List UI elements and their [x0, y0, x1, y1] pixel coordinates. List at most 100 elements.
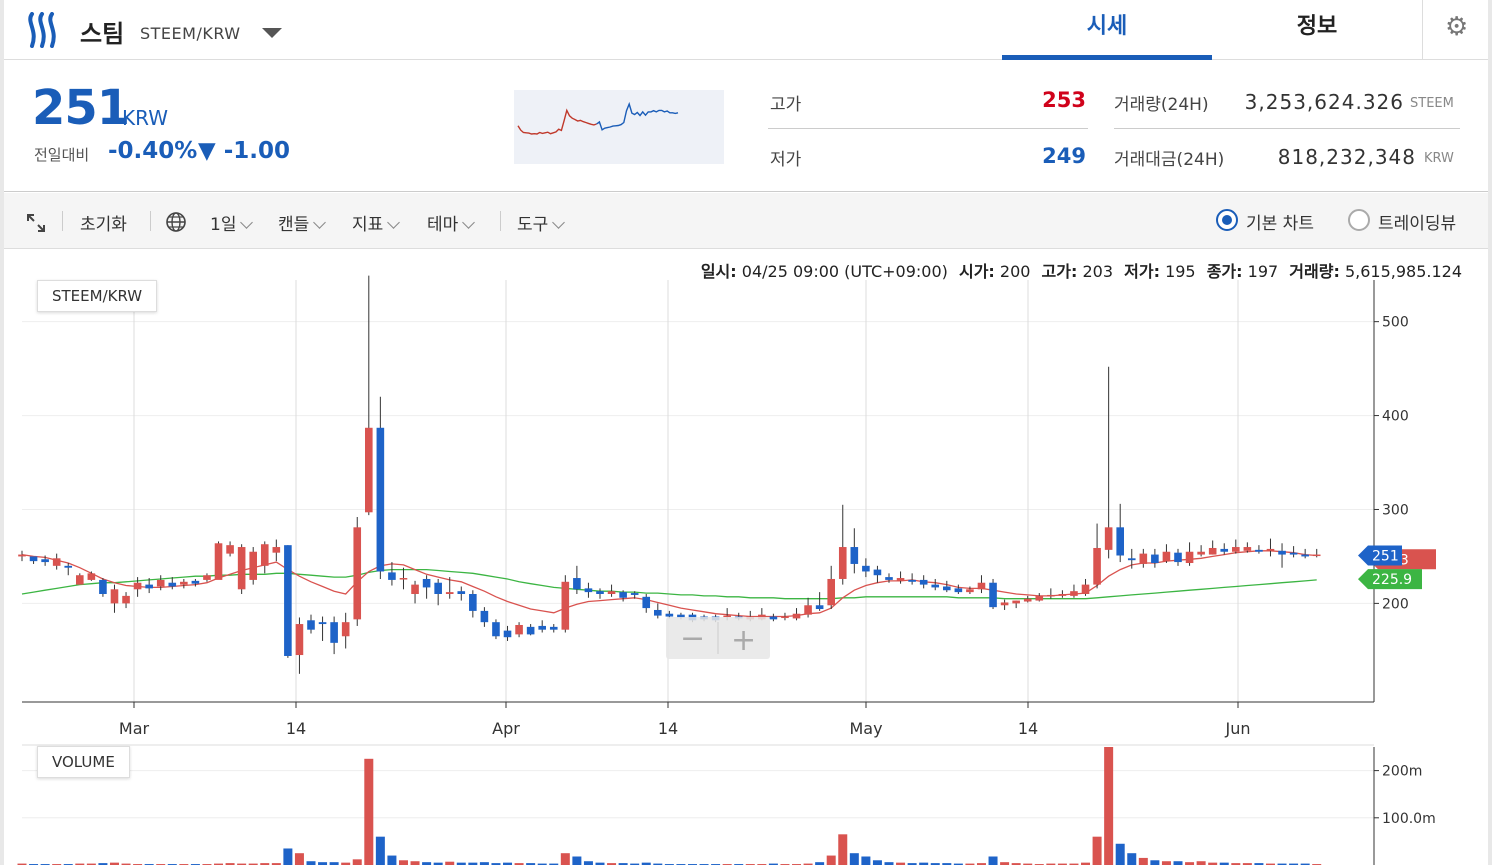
volume-bar: [341, 862, 351, 865]
candle-body: [99, 579, 107, 594]
basic-chart-radio[interactable]: [1216, 209, 1238, 231]
volume-bar: [942, 863, 952, 865]
candle-body: [654, 609, 662, 616]
reset-button[interactable]: 초기화: [80, 215, 127, 235]
tab-info[interactable]: 정보: [1296, 14, 1338, 39]
volume-bar: [514, 863, 524, 865]
volume-bar: [225, 863, 235, 865]
volume-bar: [537, 863, 547, 865]
tab-quote[interactable]: 시세: [1002, 0, 1212, 60]
volume-tick-label: 100.0m: [1382, 811, 1436, 827]
candle-body: [919, 579, 928, 585]
volume-bar: [1254, 863, 1264, 865]
chevron-down-icon: [313, 216, 327, 229]
zoom-out-icon[interactable]: −: [680, 621, 705, 656]
tradingview-label[interactable]: 트레이딩뷰: [1378, 214, 1457, 234]
volume-bar: [491, 863, 501, 865]
volume-bar: [1000, 862, 1010, 865]
price-chart[interactable]: 200 300 400 500 Mar 14 Apr 14 May 14 Jun 100.0m 200m…: [4, 250, 1488, 865]
candle-body: [457, 591, 466, 594]
basic-chart-label[interactable]: 기본 차트: [1246, 214, 1314, 234]
chart-toolbar: 초기화 1일 캔들 지표 테마 도구 기본 차트 트레이딩뷰: [4, 193, 1488, 249]
candle-body: [665, 613, 674, 617]
theme-dropdown[interactable]: 테마: [427, 210, 476, 235]
high-value: 253: [1042, 88, 1086, 112]
x-tick-label: Apr: [492, 719, 520, 738]
zoom-controls[interactable]: − +: [666, 617, 770, 659]
volume-bar: [1150, 860, 1160, 865]
coin-name: 스팀: [80, 20, 125, 48]
ma-long-marker-tag: [1358, 569, 1422, 590]
candle-body: [411, 584, 419, 594]
fullscreen-icon[interactable]: [26, 213, 46, 233]
last-price-marker-tag: [1358, 545, 1402, 566]
settings-button[interactable]: ⚙: [1422, 0, 1488, 60]
tradingview-radio[interactable]: [1348, 209, 1370, 231]
volume-bar: [306, 861, 316, 865]
candle-body: [1312, 554, 1321, 557]
candle-body: [827, 578, 835, 606]
candle-body: [1197, 551, 1205, 555]
volume-bar: [398, 860, 408, 865]
volume-label-info: 거래량:: [1289, 262, 1340, 281]
pair-dropdown-icon[interactable]: [262, 28, 282, 38]
candle-body: [1023, 598, 1032, 602]
candle-body: [596, 591, 604, 594]
candle-body: [122, 595, 130, 604]
candle-body: [87, 573, 96, 580]
date-label: 일시:: [700, 262, 737, 281]
header: 스팀 STEEM/KRW 시세 정보 ⚙: [4, 0, 1488, 60]
candle-body: [885, 577, 893, 580]
candle-body: [318, 622, 327, 625]
candle-body: [781, 616, 789, 619]
volume-bar: [479, 862, 489, 865]
interval-dropdown[interactable]: 1일: [210, 210, 254, 235]
coin-pair[interactable]: STEEM/KRW: [140, 24, 241, 43]
high-label: 고가: [770, 95, 802, 115]
candle-body: [1162, 551, 1171, 562]
x-tick-label: 14: [286, 719, 306, 738]
candle-body: [492, 622, 500, 637]
volume-bar: [884, 862, 894, 865]
candle-body: [677, 614, 685, 618]
volume-label: 거래량(24H): [1114, 95, 1209, 115]
y-tick-label: 200: [1382, 596, 1409, 612]
indicators-dropdown[interactable]: 지표: [352, 210, 401, 235]
candle-body: [295, 624, 304, 656]
candle-body: [607, 591, 616, 594]
candle-body: [931, 584, 940, 588]
volume-bar: [433, 862, 443, 865]
candle-body: [1289, 552, 1298, 555]
volume-bar: [1277, 863, 1287, 865]
interval-label: 1일: [210, 215, 237, 235]
candle-body: [896, 578, 905, 581]
volume-bar: [260, 863, 270, 865]
volume-bar: [1046, 863, 1056, 865]
candle-body: [1127, 558, 1136, 561]
volume-bar: [1092, 836, 1102, 865]
candle-body: [769, 616, 778, 620]
candle-body: [260, 544, 269, 566]
candles-dropdown[interactable]: 캔들: [278, 210, 327, 235]
volume-bar: [237, 863, 247, 865]
volume-bar: [468, 862, 478, 865]
volume-bar: [653, 863, 663, 865]
candle-body: [1266, 548, 1275, 551]
candle-body: [469, 594, 477, 611]
volume-bar: [815, 862, 825, 865]
candle-body: [792, 613, 801, 619]
candle-body: [237, 547, 246, 590]
volume-bar: [387, 855, 397, 865]
sparkline-up-segment: [517, 108, 597, 135]
volume-bar: [283, 848, 293, 865]
volume-bar: [1069, 863, 1079, 865]
candle-body: [64, 565, 73, 568]
volume-bar: [86, 863, 96, 865]
zoom-in-icon[interactable]: +: [731, 623, 756, 658]
candle-body: [1058, 594, 1067, 596]
volume-bar: [1231, 863, 1241, 865]
tools-dropdown[interactable]: 도구: [517, 210, 566, 235]
candle-body: [1000, 602, 1009, 606]
volume-bar: [1242, 863, 1252, 865]
globe-icon[interactable]: [165, 211, 187, 233]
